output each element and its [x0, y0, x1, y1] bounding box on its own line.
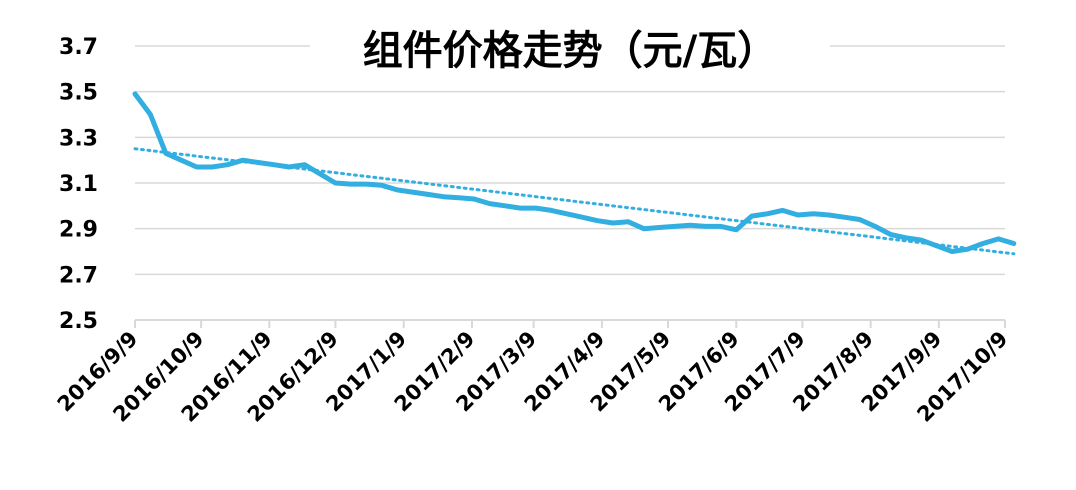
trendline	[133, 147, 1016, 256]
y-tick-label: 3.7	[59, 35, 98, 60]
title-background	[310, 18, 830, 78]
y-tick-label: 3.5	[59, 81, 98, 106]
chart-title: 组件价格走势（元/瓦）	[363, 28, 778, 74]
series-line	[132, 91, 1017, 254]
y-tick-label: 2.9	[59, 218, 98, 243]
y-tick-label: 2.7	[59, 263, 98, 288]
x-axis-ticks: 2016/9/92016/10/92016/11/92016/12/92017/…	[53, 320, 1013, 427]
y-tick-label: 2.5	[59, 309, 98, 334]
y-tick-label: 3.3	[59, 126, 98, 151]
trendline-layer	[133, 147, 1016, 256]
series-layer	[132, 91, 1017, 254]
y-tick-label: 3.1	[59, 172, 98, 197]
gridlines	[135, 45, 1005, 321]
y-axis-ticks: 2.5 2.7 2.9 3.1 3.3 3.5 3.7	[59, 35, 98, 334]
